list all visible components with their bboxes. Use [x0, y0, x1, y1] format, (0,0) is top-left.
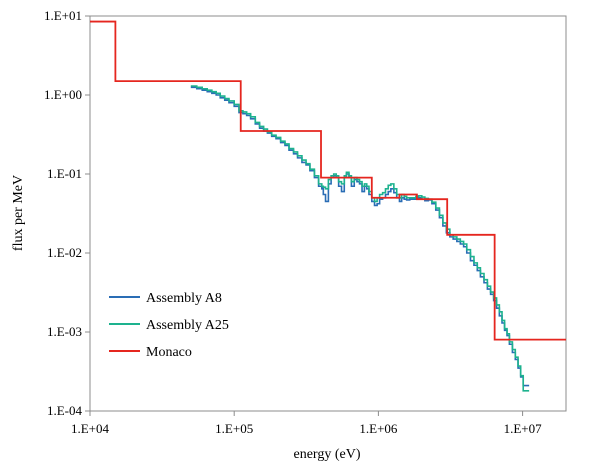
- tick-layer: 1.E+04 1.E+05 1.E+06 1.E+07 1.E+01 1.E+00 1.E-…: [44, 8, 542, 436]
- legend-label: Assembly A8: [146, 291, 222, 306]
- legend: Assembly A8 Assembly A25 Monaco: [109, 291, 229, 360]
- y-tick-label: 1.E+00: [44, 87, 82, 102]
- x-tick-label: 1.E+04: [71, 421, 110, 436]
- series-layer: [90, 20, 566, 392]
- x-axis-title: energy (eV): [294, 447, 361, 462]
- plot-area: [89, 15, 567, 412]
- x-tick-label: 1.E+07: [504, 421, 543, 436]
- x-tick-label: 1.E+06: [359, 421, 398, 436]
- legend-item-assembly-a8: Assembly A8: [109, 291, 222, 306]
- plot-frame: [89, 15, 567, 412]
- y-tick-label: 1.E+01: [44, 8, 82, 23]
- series-line-assembly-a8: [190, 86, 530, 387]
- y-axis-title: flux per MeV: [11, 175, 26, 251]
- y-tick-label: 1.E-04: [47, 403, 83, 418]
- y-tick-label: 1.E-02: [47, 245, 82, 260]
- y-tick-label: 1.E-01: [47, 166, 82, 181]
- legend-label: Monaco: [146, 345, 192, 360]
- series-line-monaco: [90, 20, 566, 341]
- legend-item-monaco: Monaco: [109, 345, 192, 360]
- legend-label: Assembly A25: [146, 318, 229, 333]
- legend-item-assembly-a25: Assembly A25: [109, 318, 229, 333]
- x-tick-label: 1.E+05: [215, 421, 253, 436]
- y-tick-label: 1.E-03: [47, 324, 82, 339]
